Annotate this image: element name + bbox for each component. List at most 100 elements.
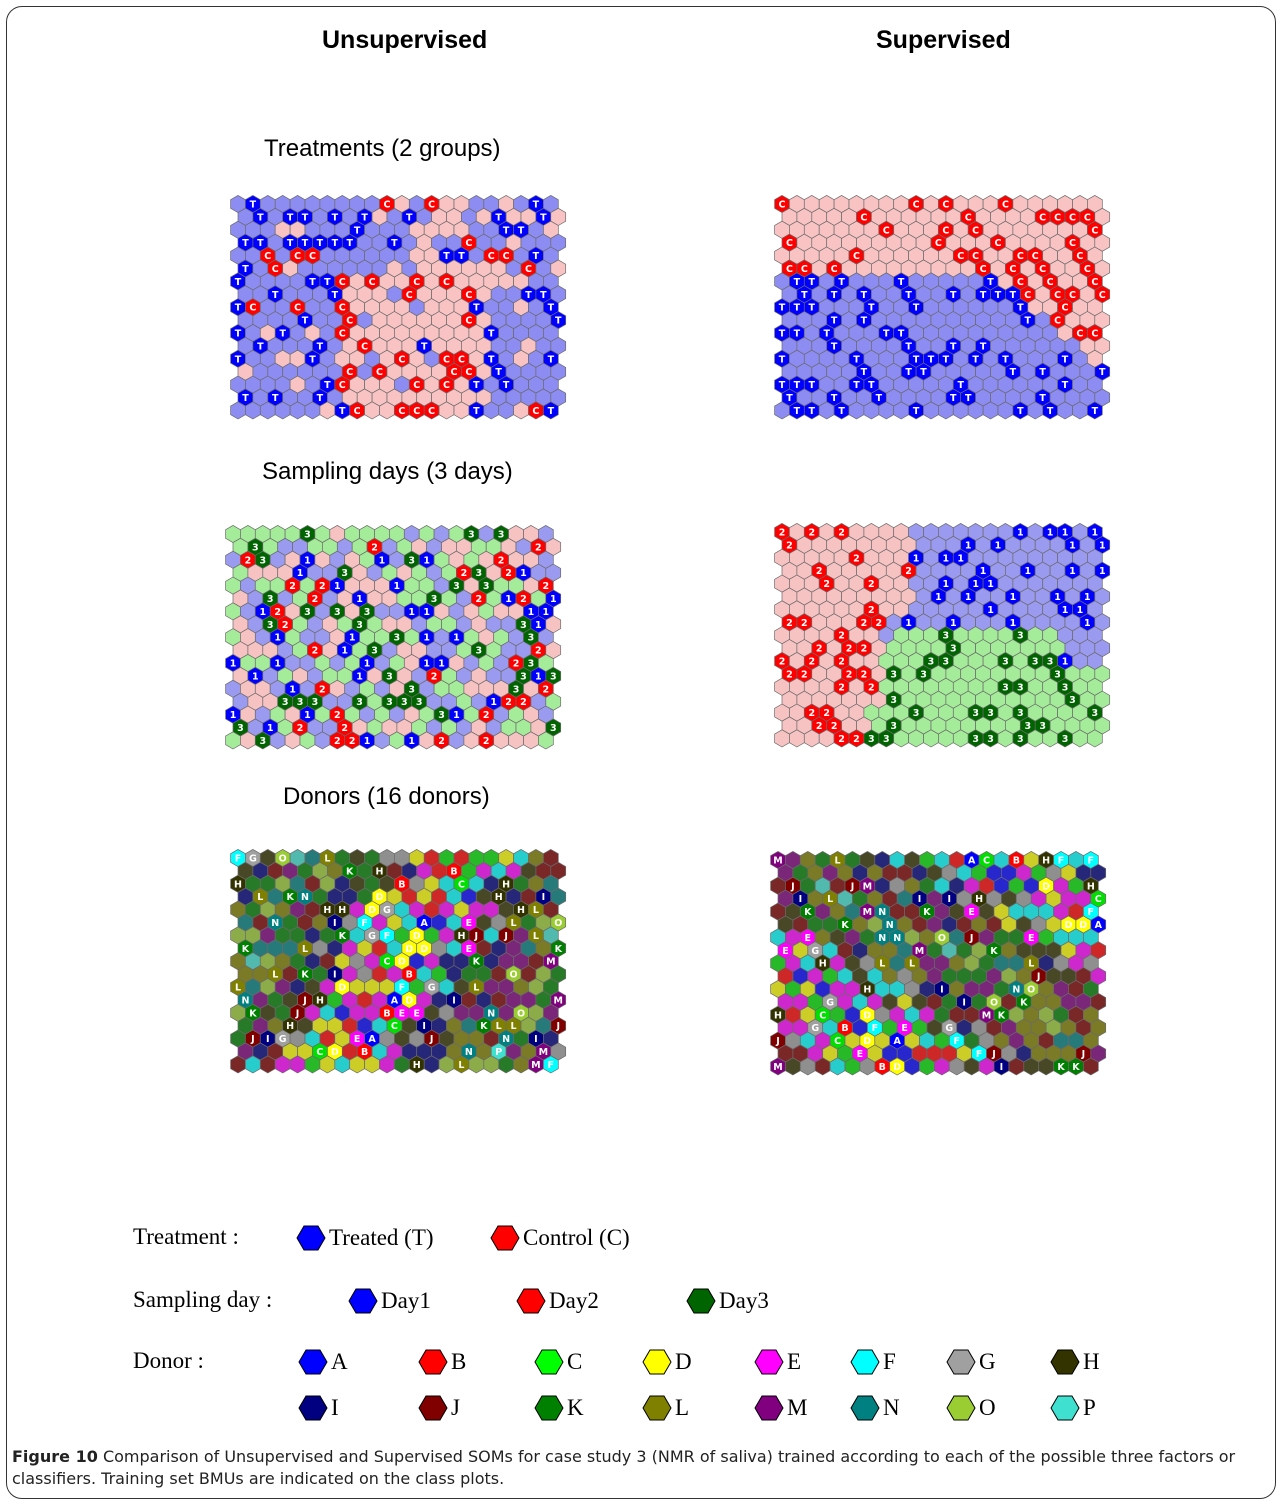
svg-text:I: I [452, 995, 456, 1006]
svg-text:T: T [794, 329, 801, 340]
svg-text:1: 1 [356, 594, 363, 605]
svg-text:3: 3 [1024, 721, 1031, 732]
svg-text:3: 3 [520, 620, 527, 631]
svg-text:F: F [361, 918, 368, 929]
svg-text:I: I [333, 970, 337, 981]
legend-donor-text: J [451, 1395, 460, 1420]
svg-text:H: H [1042, 856, 1050, 867]
hexagon-icon [642, 1349, 672, 1375]
svg-text:3: 3 [868, 734, 875, 745]
svg-text:T: T [1010, 290, 1017, 301]
svg-text:T: T [279, 329, 286, 340]
svg-text:1: 1 [379, 555, 386, 566]
svg-text:M: M [982, 1010, 991, 1021]
svg-text:E: E [354, 1034, 361, 1045]
legend-donor-l: L [642, 1394, 689, 1422]
svg-text:J: J [302, 995, 307, 1006]
svg-text:3: 3 [453, 581, 460, 592]
svg-text:3: 3 [950, 644, 957, 655]
svg-text:C: C [413, 406, 420, 417]
svg-text:1: 1 [987, 579, 994, 590]
svg-text:L: L [1028, 959, 1034, 970]
hexagon-icon [298, 1349, 328, 1375]
svg-text:C: C [1076, 251, 1083, 262]
svg-text:2: 2 [846, 644, 853, 655]
svg-text:O: O [990, 997, 998, 1008]
svg-text:3: 3 [883, 734, 890, 745]
svg-text:T: T [242, 238, 249, 249]
svg-text:K: K [1072, 1062, 1080, 1073]
svg-text:C: C [458, 354, 465, 365]
svg-text:T: T [913, 303, 920, 314]
svg-text:T: T [794, 406, 801, 417]
svg-text:3: 3 [267, 594, 274, 605]
svg-text:L: L [511, 918, 517, 929]
svg-text:G: G [811, 1023, 819, 1034]
svg-text:D: D [368, 905, 376, 916]
svg-text:J: J [850, 881, 855, 892]
svg-text:T: T [458, 251, 465, 262]
svg-text:C: C [801, 264, 808, 275]
svg-text:T: T [809, 303, 816, 314]
svg-text:3: 3 [304, 530, 311, 541]
legend-sampling-label: Sampling day : [133, 1287, 273, 1312]
svg-text:D: D [1079, 920, 1087, 931]
svg-text:T: T [473, 380, 480, 391]
svg-text:J: J [790, 881, 795, 892]
svg-text:T: T [235, 354, 242, 365]
svg-text:C: C [413, 277, 420, 288]
svg-text:3: 3 [550, 723, 557, 734]
svg-text:T: T [831, 341, 838, 352]
svg-text:G: G [279, 1034, 287, 1045]
svg-text:1: 1 [965, 540, 972, 551]
svg-text:L: L [533, 905, 539, 916]
svg-text:T: T [779, 329, 786, 340]
svg-text:T: T [548, 303, 555, 314]
svg-text:3: 3 [394, 633, 401, 644]
svg-text:1: 1 [1099, 540, 1106, 551]
svg-text:2: 2 [505, 697, 512, 708]
svg-text:1: 1 [995, 540, 1002, 551]
legend-donor-f: F [850, 1348, 896, 1376]
svg-text:T: T [302, 212, 309, 223]
svg-text:3: 3 [520, 671, 527, 682]
svg-text:C: C [465, 290, 472, 301]
legend-donor-text: N [883, 1395, 900, 1420]
svg-text:3: 3 [1032, 657, 1039, 668]
svg-text:K: K [249, 1008, 257, 1019]
svg-text:T: T [809, 406, 816, 417]
svg-text:C: C [346, 367, 353, 378]
svg-text:C: C [406, 290, 413, 301]
svg-text:2: 2 [542, 581, 549, 592]
svg-text:2: 2 [808, 708, 815, 719]
svg-text:C: C [1076, 329, 1083, 340]
svg-text:A: A [968, 856, 976, 867]
legend-donor-text: L [675, 1395, 690, 1420]
svg-text:C: C [316, 1047, 323, 1058]
legend-donor-text: C [567, 1349, 583, 1374]
svg-text:T: T [831, 393, 838, 404]
svg-text:2: 2 [334, 736, 341, 747]
svg-text:T: T [823, 329, 830, 340]
svg-text:D: D [863, 1036, 871, 1047]
svg-text:C: C [972, 251, 979, 262]
svg-text:T: T [972, 354, 979, 365]
svg-text:C: C [1039, 212, 1046, 223]
svg-text:1: 1 [972, 579, 979, 590]
hexagon-icon [754, 1395, 784, 1421]
svg-text:T: T [1039, 393, 1046, 404]
svg-text:2: 2 [535, 646, 542, 657]
caption-text: Comparison of Unsupervised and Supervise… [12, 1447, 1236, 1488]
svg-text:N: N [878, 933, 886, 944]
svg-text:T: T [302, 316, 309, 327]
svg-text:C: C [413, 380, 420, 391]
svg-text:T: T [555, 316, 562, 327]
svg-text:3: 3 [401, 697, 408, 708]
svg-text:T: T [905, 367, 912, 378]
svg-text:D: D [376, 892, 384, 903]
svg-text:D: D [863, 1010, 871, 1021]
svg-text:T: T [287, 238, 294, 249]
svg-text:J: J [969, 933, 974, 944]
svg-text:H: H [1087, 881, 1095, 892]
svg-text:T: T [443, 251, 450, 262]
